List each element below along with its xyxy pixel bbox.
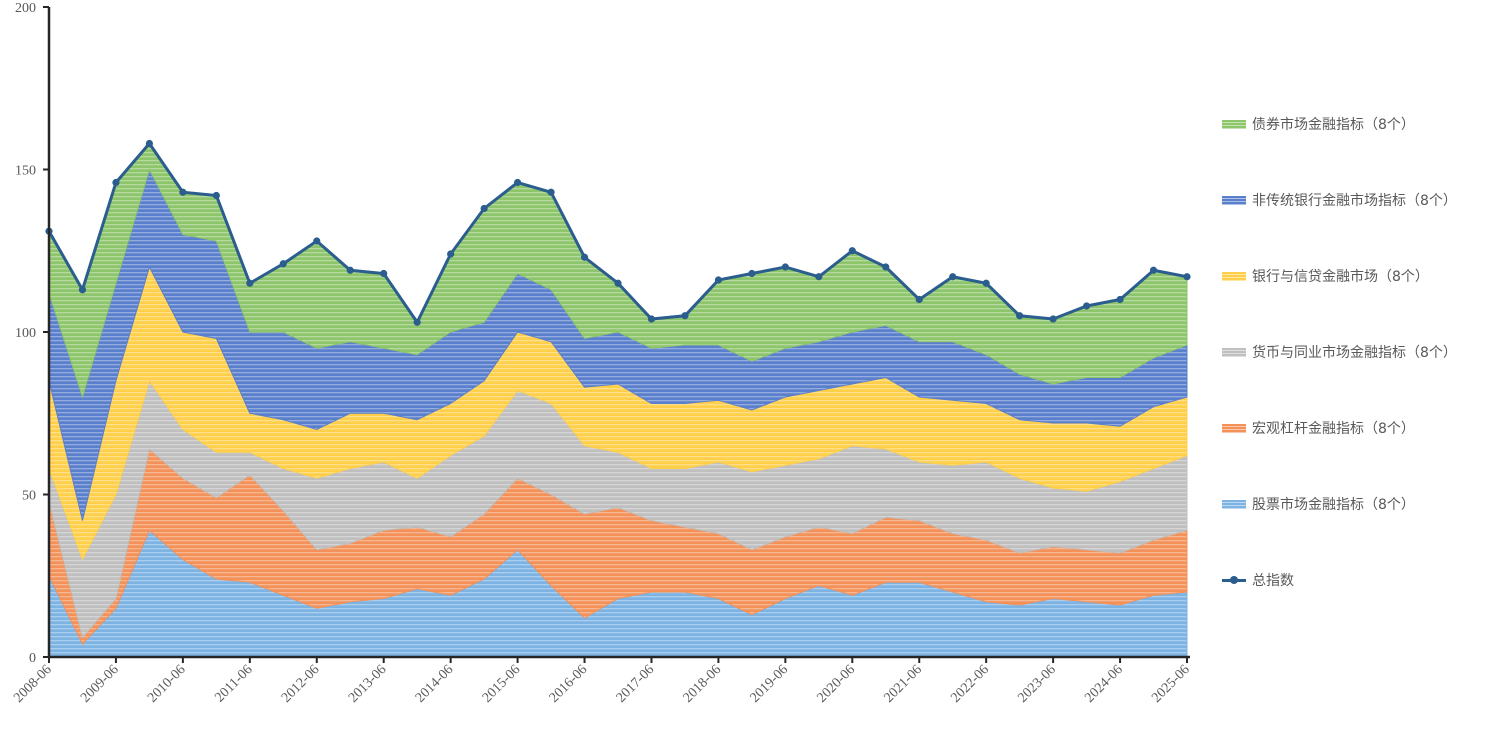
total-index-point [179, 188, 187, 196]
legend-item: 宏观杠杆金融指标（8个） [1222, 418, 1415, 438]
legend-label: 股票市场金融指标（8个） [1252, 497, 1415, 513]
x-tick-label: 2018-06 [681, 662, 725, 706]
total-index-point [246, 279, 254, 287]
y-tick-label: 0 [29, 651, 36, 666]
total-index-point [313, 237, 321, 245]
x-tick-label: 2021-06 [881, 662, 925, 706]
total-index-point [547, 188, 555, 196]
total-index-point [1082, 302, 1091, 310]
total-index-point [614, 279, 622, 287]
legend-item: 货币与同业市场金融指标（8个） [1222, 342, 1457, 362]
total-index-point [1183, 273, 1191, 281]
y-tick-label: 100 [15, 326, 36, 341]
total-index-point [681, 312, 689, 320]
x-tick-label: 2020-06 [815, 662, 859, 706]
total-index-point [1116, 295, 1124, 304]
x-tick-label: 2017-06 [614, 662, 658, 706]
legend-label: 宏观杠杆金融指标（8个） [1252, 421, 1415, 437]
total-index-point [513, 178, 522, 187]
legend-item: 银行与信贷金融市场（8个） [1222, 266, 1429, 286]
total-index-point [748, 269, 756, 278]
legend-swatch [1222, 423, 1246, 433]
y-tick-labels: 0 50 100 150 200 [15, 1, 49, 666]
total-index-point [815, 273, 823, 281]
total-index-point [78, 286, 87, 294]
total-index-point [346, 266, 354, 274]
legend-swatch [1222, 347, 1246, 357]
x-tick-label: 2009-06 [78, 662, 122, 706]
y-tick-label: 200 [15, 1, 36, 16]
legend-item: 债券市场金融指标（8个） [1222, 114, 1415, 134]
total-index-point [949, 273, 957, 281]
total-index-point [480, 204, 488, 213]
legend-swatch [1222, 499, 1246, 509]
total-index-point [380, 269, 388, 278]
x-tick-labels: 2008-06 2009-06 2010-06 2011-06 2012-06 2013-… [11, 657, 1193, 706]
legend-label: 银行与信贷金融市场（8个） [1252, 269, 1429, 285]
total-index-point [212, 191, 220, 200]
total-index-point [112, 178, 120, 187]
legend-line-marker [1222, 575, 1246, 584]
total-index-point [413, 318, 421, 326]
x-tick-label: 2025-06 [1149, 662, 1193, 706]
total-index-point [447, 250, 455, 258]
x-tick-label: 2024-06 [1082, 662, 1126, 706]
total-index-point [781, 263, 789, 271]
total-index-point [647, 315, 656, 323]
total-index-point [882, 263, 890, 271]
total-index-line-group [45, 139, 1191, 326]
x-tick-label: 2022-06 [948, 662, 992, 706]
legend-label: 货币与同业市场金融指标（8个） [1252, 345, 1457, 361]
total-index-point [145, 139, 154, 148]
total-index-point [1016, 312, 1024, 320]
x-tick-label: 2014-06 [413, 662, 457, 706]
legend-swatch [1222, 119, 1246, 129]
total-index-point [1149, 266, 1158, 274]
total-index-point [982, 279, 990, 287]
legend-swatch [1222, 195, 1246, 205]
total-index-point [915, 295, 923, 304]
total-index-point [1049, 315, 1057, 323]
y-tick-label: 150 [15, 164, 36, 179]
total-index-point [848, 247, 856, 255]
legend-item: 非传统银行金融市场指标（8个） [1222, 190, 1457, 210]
x-tick-label: 2012-06 [279, 662, 323, 706]
x-tick-label: 2010-06 [145, 662, 189, 706]
total-index-point [279, 260, 287, 268]
legend-swatch [1222, 271, 1246, 281]
x-tick-label: 2016-06 [547, 662, 591, 706]
legend-label: 总指数 [1252, 573, 1294, 589]
legend-item: 股票市场金融指标（8个） [1222, 494, 1415, 514]
legend-label: 非传统银行金融市场指标（8个） [1252, 193, 1457, 209]
x-tick-label: 2023-06 [1015, 662, 1059, 706]
x-tick-label: 2019-06 [748, 662, 792, 706]
y-tick-label: 50 [22, 489, 36, 504]
legend-label: 债券市场金融指标（8个） [1252, 117, 1415, 133]
total-index-point [580, 253, 589, 261]
x-tick-label: 2013-06 [346, 662, 390, 706]
x-tick-label: 2011-06 [212, 662, 255, 705]
x-tick-label: 2015-06 [480, 662, 524, 706]
area-layers [48, 142, 1188, 658]
x-tick-label: 2008-06 [11, 662, 55, 706]
total-index-point [714, 276, 723, 284]
legend-item: 总指数 [1222, 570, 1294, 590]
